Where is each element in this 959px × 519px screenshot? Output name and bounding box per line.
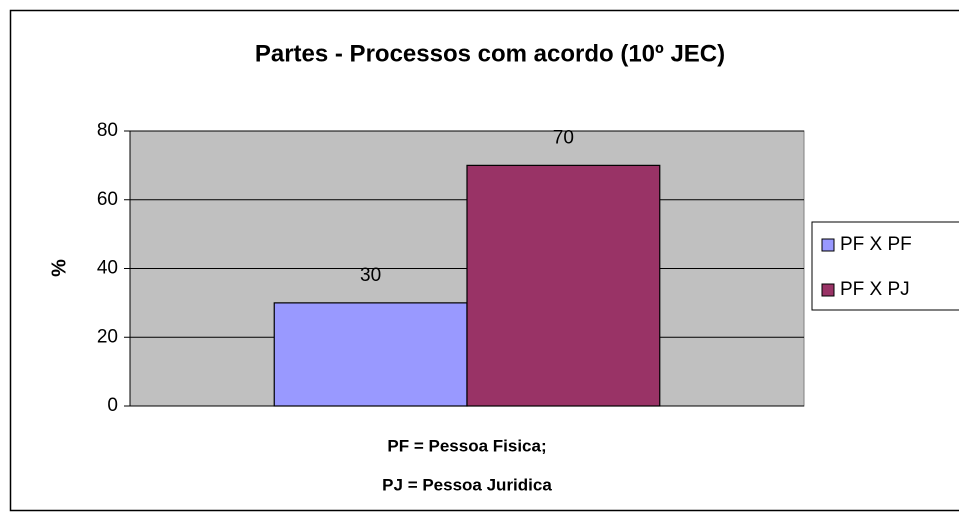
legend-box [811,221,959,311]
y-tick-label: 0 [107,395,118,416]
chart-title: Partes - Processos com acordo (10º JEC) [255,40,725,67]
y-axis-label: % [48,259,70,277]
legend-label: PF X PJ [840,279,910,300]
bar [466,164,661,407]
x-axis-label: PJ = Pessoa Juridica [382,475,552,494]
x-axis-label: PF = Pessoa Fisica; [387,436,546,455]
data-label: 30 [360,265,381,286]
y-tick-label: 20 [97,326,118,347]
legend-swatch [821,283,835,297]
y-tick-label: 60 [97,189,118,210]
bar [273,302,468,407]
data-label: 70 [553,127,574,148]
legend-label: PF X PF [840,234,912,255]
y-tick-label: 80 [97,120,118,141]
y-tick-label: 40 [97,258,118,279]
legend-swatch [821,238,835,252]
